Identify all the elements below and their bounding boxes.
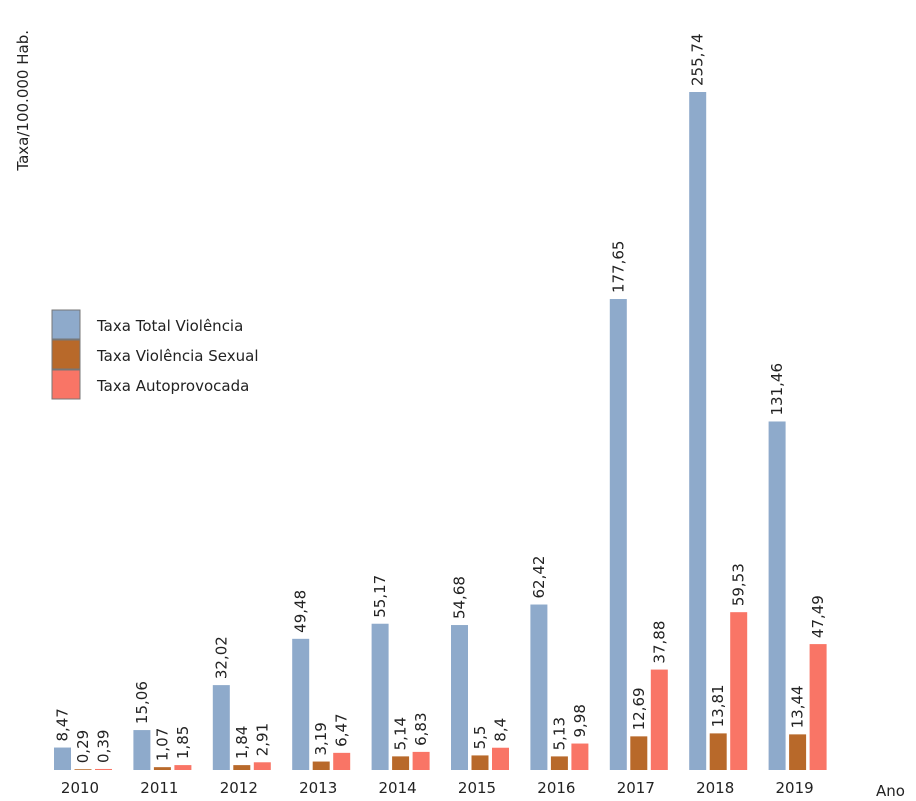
bar <box>392 756 410 770</box>
x-tick-label: 2018 <box>696 779 734 797</box>
bar <box>371 623 389 770</box>
value-label: 255,74 <box>689 34 707 87</box>
bar <box>730 612 748 770</box>
bar <box>630 736 648 770</box>
bar <box>550 756 568 770</box>
value-label: 9,98 <box>571 704 589 737</box>
value-label: 49,48 <box>292 590 310 633</box>
legend-swatch <box>51 339 81 370</box>
y-axis-label: Taxa/100.000 Hab. <box>14 30 32 172</box>
value-label: 131,46 <box>768 363 786 416</box>
bar <box>133 730 151 770</box>
value-label: 62,42 <box>530 556 548 599</box>
legend-swatch <box>51 369 81 400</box>
bar <box>74 769 92 770</box>
value-label: 12,69 <box>630 687 648 730</box>
legend-swatch <box>51 309 81 340</box>
value-label: 177,65 <box>609 241 627 294</box>
bar <box>412 751 430 770</box>
x-tick-label: 2016 <box>537 779 575 797</box>
value-label: 1,84 <box>233 726 251 759</box>
value-label: 5,14 <box>392 717 410 750</box>
value-label: 37,88 <box>650 621 668 664</box>
bar <box>212 685 230 770</box>
x-tick-label: 2015 <box>458 779 496 797</box>
bar <box>312 761 330 770</box>
value-label: 5,5 <box>471 726 489 750</box>
bar <box>95 768 112 770</box>
bar <box>789 734 807 770</box>
value-label: 0,39 <box>95 730 113 763</box>
x-tick-label: 2014 <box>379 779 417 797</box>
value-label: 8,4 <box>492 718 510 742</box>
value-label: 55,17 <box>371 575 389 618</box>
legend-label: Taxa Autoprovocada <box>96 377 249 395</box>
value-label: 0,29 <box>74 730 92 763</box>
value-label: 13,44 <box>789 685 807 728</box>
x-tick-label: 2017 <box>617 779 655 797</box>
value-label: 6,47 <box>333 713 351 746</box>
x-tick-label: 2010 <box>61 779 99 797</box>
value-label: 2,91 <box>253 723 271 756</box>
bar <box>233 765 251 770</box>
bar <box>768 421 786 770</box>
value-label: 1,07 <box>153 728 171 761</box>
value-label: 6,83 <box>412 712 430 745</box>
value-label: 1,85 <box>174 726 192 759</box>
value-label: 32,02 <box>212 636 230 679</box>
bar <box>492 747 509 770</box>
bar <box>609 299 627 770</box>
bar <box>650 669 668 770</box>
value-label: 47,49 <box>809 595 827 638</box>
bar <box>253 762 271 770</box>
bar <box>530 604 548 770</box>
value-label: 3,19 <box>312 722 330 755</box>
value-label: 5,13 <box>550 717 568 750</box>
value-label: 54,68 <box>451 576 469 619</box>
legend-label: Taxa Violência Sexual <box>96 347 259 365</box>
x-tick-label: 2019 <box>776 779 814 797</box>
bar <box>333 752 351 770</box>
bar <box>174 765 192 770</box>
bar <box>153 767 171 770</box>
bar <box>471 755 489 770</box>
value-label: 59,53 <box>730 563 748 606</box>
value-label: 8,47 <box>54 708 72 741</box>
x-tick-label: 2011 <box>140 779 178 797</box>
bar <box>709 733 727 770</box>
bar <box>292 638 310 770</box>
x-tick-label: 2012 <box>220 779 258 797</box>
x-axis-label: Ano <box>876 782 905 800</box>
legend-label: Taxa Total Violência <box>96 317 243 335</box>
value-label: 15,06 <box>133 681 151 724</box>
bar <box>689 92 707 770</box>
value-label: 13,81 <box>709 684 727 727</box>
x-tick-label: 2013 <box>299 779 337 797</box>
bar <box>809 644 827 770</box>
bar <box>451 625 468 770</box>
bar <box>571 743 589 770</box>
bar <box>54 747 71 770</box>
